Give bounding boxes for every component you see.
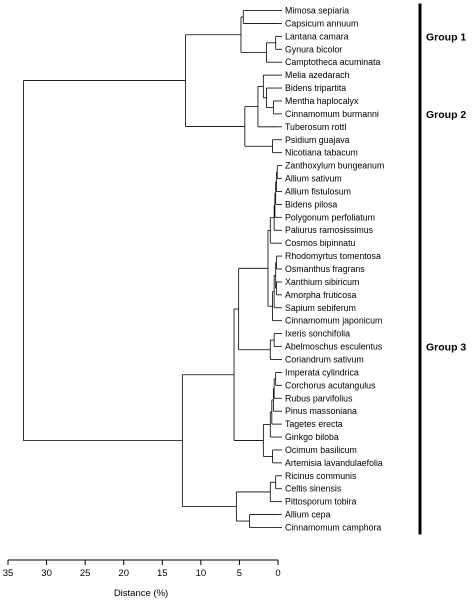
leaf-label: Melia azedarach	[285, 70, 350, 80]
leaf-label: Pittosporum tobira	[285, 497, 356, 507]
leaf-label: Cinnamomum japonicum	[285, 316, 382, 326]
leaf-label: Corchorus acutangulus	[285, 380, 376, 390]
x-tick-label: 25	[80, 568, 91, 579]
leaf-label: Osmanthus fragrans	[285, 264, 365, 274]
x-axis: 35 30 25 20 15 10 5 0	[3, 559, 281, 579]
branches	[23, 10, 282, 528]
x-tick-label: 35	[3, 568, 14, 579]
leaf-label: Lantana camara	[285, 31, 349, 41]
group-brackets: Group 1 Group 2 Group 3	[418, 3, 466, 535]
x-tick-label: 5	[237, 568, 242, 579]
group-label: Group 3	[426, 342, 466, 354]
leaf-label: Cinnamomum camphora	[285, 523, 381, 533]
x-tick-label: 30	[41, 568, 52, 579]
leaf-label: Ocimum basilicum	[285, 445, 357, 455]
leaf-label: Tagetes erecta	[285, 419, 343, 429]
leaf-label: Cinnamomum burmanni	[285, 109, 379, 119]
leaf-label: Camptotheca acuminata	[285, 57, 380, 67]
leaf-label: Allium cepa	[285, 510, 331, 520]
leaf-label: Allium fistulosum	[285, 186, 351, 196]
leaf-label: Ginkgo biloba	[285, 432, 339, 442]
leaf-label: Ricinus communis	[285, 471, 357, 481]
x-tick-label: 15	[157, 568, 168, 579]
group-label: Group 1	[426, 31, 466, 43]
x-axis-label: Distance (%)	[114, 588, 168, 599]
leaf-label: Mimosa sepiaria	[285, 6, 349, 16]
leaf-label: Paliurus ramosissimus	[285, 225, 374, 235]
leaf-label: Mentha haplocalyx	[285, 96, 359, 106]
leaf-labels: Mimosa sepiaria Capsicum annuum Lantana ca…	[285, 6, 384, 533]
leaf-label: Psidium guajava	[285, 135, 350, 145]
x-tick-label: 0	[275, 568, 280, 579]
leaf-label: Allium sativum	[285, 174, 342, 184]
leaf-label: Xanthium sibiricum	[285, 277, 359, 287]
leaf-label: Amorpha fruticosa	[285, 290, 356, 300]
leaf-label: Ixeris sonchifolia	[285, 329, 350, 339]
leaf-label: Capsicum annuum	[285, 18, 358, 28]
leaf-label: Nicotiana tabacum	[285, 148, 358, 158]
leaf-label: Zanthoxylum bungeanum	[285, 161, 384, 171]
leaf-label: Bidens pilosa	[285, 199, 337, 209]
x-tick-label: 20	[118, 568, 129, 579]
leaf-label: Bidens tripartita	[285, 83, 346, 93]
leaf-label: Imperata cylindrica	[285, 367, 359, 377]
leaf-label: Tuberosum rottl	[285, 122, 346, 132]
leaf-label: Cosmos bipinnatu	[285, 238, 356, 248]
leaf-label: Rhodomyrtus tomentosa	[285, 251, 381, 261]
leaf-label: Rubus parvifolius	[285, 393, 353, 403]
leaf-label: Pinus massoniana	[285, 406, 357, 416]
x-tick-label: 10	[196, 568, 207, 579]
group-label: Group 2	[426, 109, 466, 121]
leaf-label: Abelmoschus esculentus	[285, 342, 383, 352]
leaf-label: Coriandrum sativum	[285, 354, 364, 364]
leaf-label: Gynura bicolor	[285, 44, 342, 54]
leaf-label: Celtis sinensis	[285, 484, 342, 494]
leaf-label: Polygonum perfoliatum	[285, 212, 375, 222]
leaf-label: Sapium sebiferum	[285, 303, 356, 313]
leaf-label: Artemisia lavandulaefolia	[285, 458, 383, 468]
